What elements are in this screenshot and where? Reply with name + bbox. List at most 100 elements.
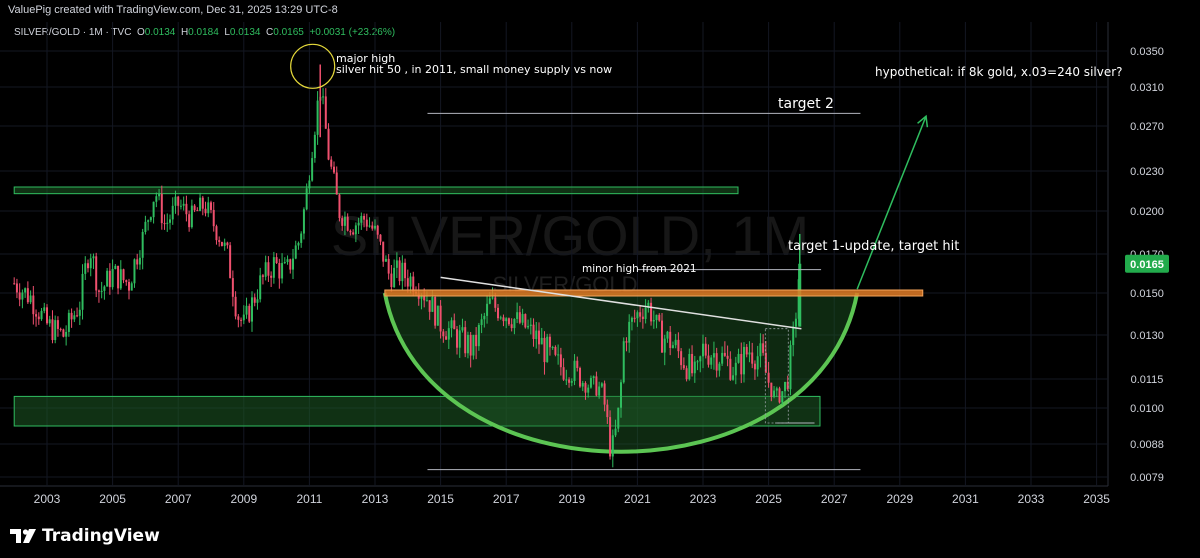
time-tick-label: 2005	[99, 492, 126, 506]
candle-body	[253, 297, 256, 303]
time-axis[interactable]: 2003 2005 2007 2009 2011 2013 2015 2017 2019 2021…	[34, 492, 1111, 506]
candle-body	[732, 375, 735, 380]
tradingview-logo[interactable]: TradingView	[10, 526, 160, 546]
candle-body	[51, 319, 54, 341]
candle-body	[636, 312, 639, 319]
candle-body	[548, 336, 551, 348]
candle-body	[365, 219, 368, 227]
candle-body	[559, 354, 562, 368]
candle-body	[721, 352, 724, 364]
candle-body	[562, 367, 565, 380]
candle-body	[286, 259, 289, 263]
candle-body	[59, 328, 62, 330]
candle-body	[527, 325, 530, 328]
candle-body	[565, 379, 568, 381]
time-tick-label: 2003	[34, 492, 61, 506]
candle-body	[311, 158, 314, 181]
candle-body	[349, 230, 352, 233]
last-price-tag	[1125, 254, 1169, 273]
candle-body	[21, 292, 24, 300]
candle-body	[95, 256, 98, 291]
candle-body	[231, 278, 234, 297]
candle-body	[108, 270, 111, 288]
candle-body	[710, 357, 713, 365]
cup-pattern	[382, 292, 860, 454]
candle-body	[647, 302, 650, 308]
candle-body	[423, 295, 426, 301]
candle-body	[354, 225, 357, 235]
candle-body	[89, 258, 92, 269]
candle-body	[297, 242, 300, 246]
support-zone	[13, 395, 821, 427]
candle-body	[693, 361, 696, 374]
candle-body	[551, 346, 554, 348]
candle-body	[669, 331, 672, 348]
price-chart[interactable]: SILVER/GOLD, 1M SILVER/GOLD 0.03500.0310…	[0, 0, 1200, 520]
candle-body	[447, 328, 450, 340]
candle-body	[707, 355, 710, 365]
candle-body	[644, 307, 647, 319]
candle-body	[302, 209, 305, 234]
candle-body	[778, 388, 781, 403]
candle-body	[431, 297, 434, 312]
candle-body	[428, 300, 431, 312]
candle-body	[652, 320, 655, 322]
candle-body	[78, 309, 81, 316]
candle-body	[100, 290, 103, 292]
candle-body	[24, 288, 27, 293]
candle-body	[379, 234, 382, 242]
candle-body	[442, 331, 445, 337]
candle-body	[674, 339, 677, 346]
candle-body	[600, 383, 603, 387]
candle-body	[207, 202, 210, 214]
price-axis[interactable]: 0.03500.03100.02700.02300.02000.01700.01…	[1125, 46, 1169, 484]
candle-body	[589, 378, 592, 388]
candle-body	[390, 273, 393, 288]
candle-body	[595, 376, 598, 396]
candle-body	[97, 290, 100, 292]
annotation-target-1: target 1-update, target hit	[788, 239, 959, 254]
candle-body	[360, 215, 363, 223]
candle-body	[114, 265, 117, 269]
candle-body	[466, 334, 469, 354]
candle-body	[702, 343, 704, 357]
candle-body	[704, 343, 707, 356]
candle-body	[171, 205, 174, 220]
price-tick-label: 0.0079	[1130, 472, 1164, 484]
time-tick-label: 2027	[821, 492, 848, 506]
symbol-name[interactable]: SILVER/GOLD · 1M · TVC	[14, 27, 132, 38]
watermark-main: SILVER/GOLD, 1M	[331, 204, 809, 267]
price-tick-label: 0.0270	[1130, 121, 1164, 133]
candle-body	[48, 319, 51, 324]
tradingview-logo-icon	[10, 529, 36, 543]
candle-body	[450, 320, 453, 329]
candle-body	[196, 210, 199, 212]
candle-body	[46, 307, 48, 324]
candle-body	[513, 318, 516, 329]
candle-body	[584, 382, 587, 393]
candle-body	[169, 219, 171, 223]
support-zones	[0, 22, 1108, 486]
candle-body	[789, 345, 792, 390]
candle-body	[425, 300, 428, 302]
high-label: H	[180, 27, 189, 38]
candle-body	[62, 329, 65, 337]
candle-body	[691, 353, 694, 374]
time-tick-label: 2017	[493, 492, 520, 506]
candle-body	[56, 320, 59, 329]
candle-body	[382, 241, 385, 262]
resistance-band	[384, 289, 924, 297]
candle-body	[26, 288, 29, 303]
candle-body	[491, 297, 494, 299]
candle-body	[35, 314, 38, 317]
candle-body	[677, 339, 680, 352]
candle-body	[532, 324, 535, 340]
support-zone	[13, 186, 739, 195]
candle-body	[215, 226, 218, 241]
candle-body	[37, 316, 40, 320]
price-tick-label: 0.0100	[1130, 403, 1164, 415]
candle-body	[625, 341, 628, 343]
candle-body	[611, 435, 614, 457]
candle-body	[502, 317, 505, 322]
candle-body	[622, 341, 625, 383]
